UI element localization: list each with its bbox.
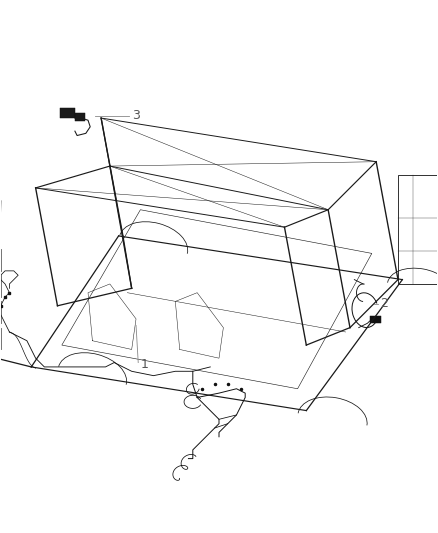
Bar — [60, 108, 75, 118]
Bar — [370, 316, 381, 323]
Bar — [75, 113, 85, 121]
Text: 1: 1 — [141, 358, 148, 372]
Text: 2: 2 — [381, 297, 389, 310]
Bar — [0, 275, 1, 297]
Bar — [0, 302, 1, 323]
Bar — [398, 175, 438, 284]
Bar — [0, 249, 1, 271]
Text: 3: 3 — [132, 109, 140, 123]
Bar — [0, 328, 1, 350]
